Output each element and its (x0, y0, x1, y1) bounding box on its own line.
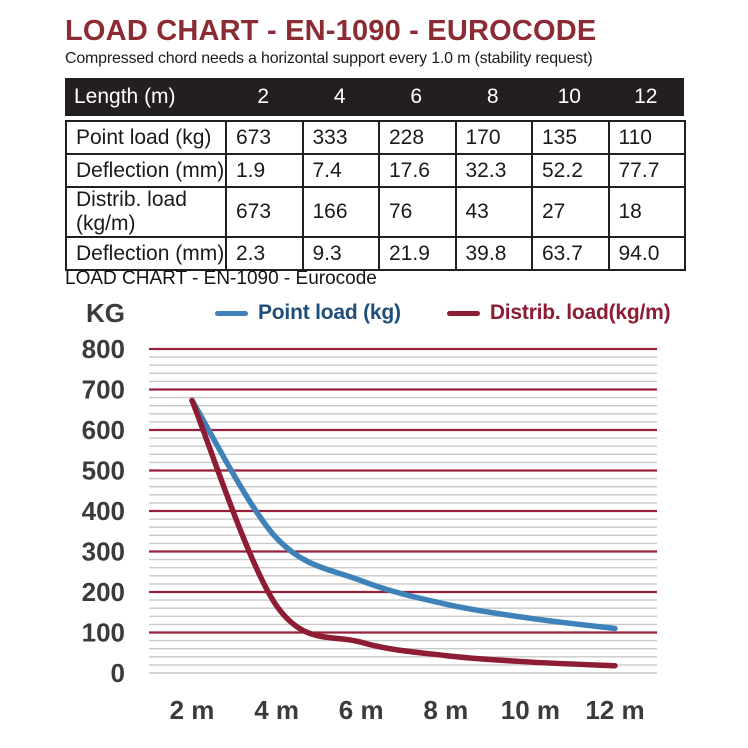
table-cell: 7.4 (301, 153, 380, 188)
table-cell: 170 (454, 120, 533, 155)
y-axis-tick-label: 700 (82, 375, 125, 405)
table-cell: 1.9 (225, 153, 304, 188)
table-row: Deflection (mm) 2.3 9.3 21.9 39.8 63.7 94.0 (65, 236, 686, 271)
table-cell: 333 (301, 120, 380, 155)
table-cell: 18 (607, 186, 686, 238)
y-axis-tick-label: 400 (82, 496, 125, 526)
table-cell: 166 (301, 186, 380, 238)
table-header-cell: 4 (333, 85, 346, 108)
row-label: Deflection (mm) (65, 236, 227, 271)
table-header-cell: 10 (557, 85, 581, 108)
load-chart: 0 100 200 300 400 500 600 700 800 2 m 4 m 6 m 8 m 10 … (82, 334, 657, 725)
table-cell: 39.8 (454, 236, 533, 271)
table-cell: 17.6 (378, 153, 457, 188)
legend-item: Point load (kg) (215, 301, 401, 325)
table-header-cell: 12 (634, 85, 658, 108)
table-cell: 673 (225, 120, 304, 155)
table-header-cell: 8 (486, 85, 499, 108)
y-axis-tick-label: 500 (82, 456, 125, 486)
table-cell: 2.3 (225, 236, 304, 271)
chart-title: LOAD CHART - EN-1090 - Eurocode (65, 268, 377, 289)
table-header-label: Length (m) (74, 85, 176, 108)
table-cell: 135 (531, 120, 610, 155)
y-axis-tick-label: 100 (82, 618, 125, 648)
table-cell: 673 (225, 186, 304, 238)
page-subtitle: Compressed chord needs a horizontal supp… (65, 50, 593, 67)
legend-line-icon (215, 310, 248, 316)
row-label: Point load (kg) (65, 120, 227, 155)
x-axis-tick-label: 4 m (254, 695, 299, 725)
legend-label: Point load (kg) (258, 301, 401, 324)
table-row: Deflection (mm) 1.9 7.4 17.6 32.3 52.2 77.7 (65, 153, 686, 188)
distrib-load-line (189, 397, 618, 669)
table-header-cell: 2 (257, 85, 270, 108)
table-cell: 110 (607, 120, 686, 155)
y-axis-tick-label: 300 (82, 537, 125, 567)
point-load-line (189, 397, 618, 632)
table-cell: 27 (531, 186, 610, 238)
table-cell: 52.2 (531, 153, 610, 188)
table-row: Point load (kg) 673 333 228 170 135 110 (65, 120, 686, 155)
table-cell: 21.9 (378, 236, 457, 271)
x-axis-tick-label: 12 m (585, 695, 644, 725)
table-cell: 43 (454, 186, 533, 238)
table-cell: 228 (378, 120, 457, 155)
table-cell: 9.3 (301, 236, 380, 271)
table-cell: 63.7 (531, 236, 610, 271)
x-axis-tick-label: 10 m (501, 695, 560, 725)
y-axis-tick-label: 200 (82, 577, 125, 607)
load-table: Point load (kg) 673 333 228 170 135 110 Deflect… (65, 120, 686, 271)
table-cell: 32.3 (454, 153, 533, 188)
table-header-row: Length (m) 2 4 6 8 10 12 (65, 78, 684, 116)
load-table-body: Point load (kg) 673 333 228 170 135 110 Deflect… (65, 120, 686, 271)
row-label: Deflection (mm) (65, 153, 227, 188)
legend-label: Distrib. load(kg/m) (489, 301, 671, 324)
x-axis-tick-label: 8 m (423, 695, 468, 725)
y-axis-unit-label: KG (86, 298, 125, 328)
table-cell: 76 (378, 186, 457, 238)
y-axis-tick-label: 600 (82, 415, 125, 445)
y-axis-tick-label: 0 (111, 658, 125, 688)
row-label: Distrib. load (kg/m) (65, 186, 227, 238)
table-header-cell: 6 (410, 85, 423, 108)
table-row: Distrib. load (kg/m) 673 166 76 43 27 18 (65, 186, 686, 238)
legend-line-icon (446, 310, 480, 316)
table-cell: 77.7 (607, 153, 686, 188)
page-title: LOAD CHART - EN-1090 - EUROCODE (65, 15, 597, 47)
table-cell: 94.0 (607, 236, 686, 271)
chart-legend: Point load (kg) Distrib. load(kg/m) (215, 299, 671, 327)
x-axis-tick-label: 2 m (170, 695, 215, 725)
legend-item: Distrib. load(kg/m) (446, 301, 671, 325)
y-axis-tick-label: 800 (82, 334, 125, 364)
x-axis-tick-label: 6 m (339, 695, 384, 725)
